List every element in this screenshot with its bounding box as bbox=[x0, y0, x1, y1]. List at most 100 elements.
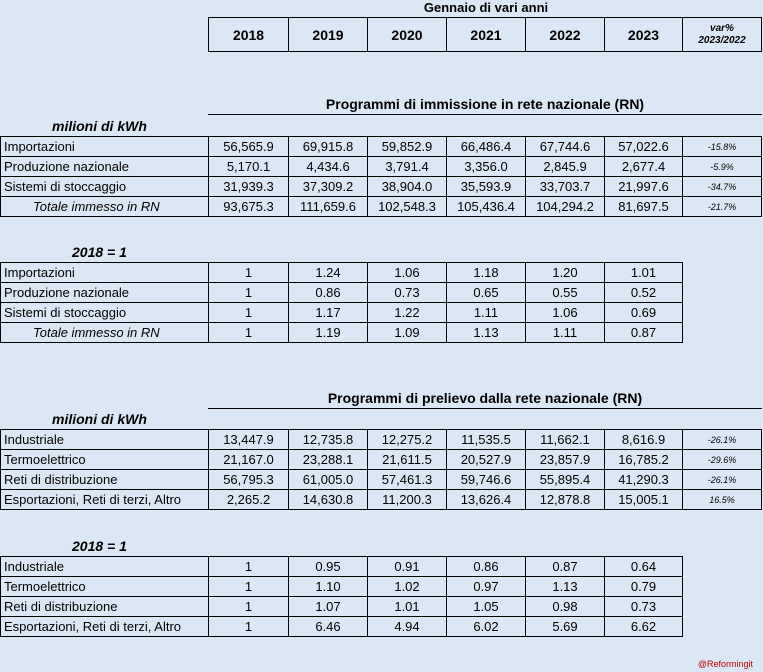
row-label: Esportazioni, Reti di terzi, Altro bbox=[0, 489, 209, 510]
cell-value: 1 bbox=[208, 596, 289, 617]
table-row: Termoelettrico 1 1.10 1.02 0.97 1.13 0.79 bbox=[0, 576, 683, 597]
row-label: Importazioni bbox=[0, 136, 209, 157]
cell-value: 0.55 bbox=[525, 282, 605, 303]
cell-value: 55,895.4 bbox=[525, 469, 605, 490]
cell-value: 3,791.4 bbox=[367, 156, 447, 177]
year-2021: 2021 bbox=[446, 17, 526, 52]
cell-value: 0.86 bbox=[446, 556, 526, 577]
cell-value: 11,200.3 bbox=[367, 489, 447, 510]
cell-value: 6.46 bbox=[288, 616, 368, 637]
cell-value: 13,447.9 bbox=[208, 429, 289, 450]
section1-unit: milioni di kWh bbox=[52, 118, 147, 134]
table-row: Industriale 1 0.95 0.91 0.86 0.87 0.64 bbox=[0, 556, 683, 577]
row-label: Reti di distribuzione bbox=[0, 596, 209, 617]
cell-value: 37,309.2 bbox=[288, 176, 368, 197]
table-row: Importazioni 1 1.24 1.06 1.18 1.20 1.01 bbox=[0, 262, 683, 283]
cell-value: 59,852.9 bbox=[367, 136, 447, 157]
cell-value: 1.19 bbox=[288, 322, 368, 343]
table-row: Esportazioni, Reti di terzi, Altro 2,265.… bbox=[0, 489, 762, 510]
cell-value: 21,611.5 bbox=[367, 449, 447, 470]
cell-value: 67,744.6 bbox=[525, 136, 605, 157]
year-2023: 2023 bbox=[604, 17, 683, 52]
cell-value: 2,677.4 bbox=[604, 156, 683, 177]
table-row: Termoelettrico 21,167.0 23,288.1 21,611.5 20… bbox=[0, 449, 762, 470]
cell-value: 1 bbox=[208, 302, 289, 323]
cell-value: 1 bbox=[208, 576, 289, 597]
cell-value: 1.13 bbox=[525, 576, 605, 597]
cell-value: 1.02 bbox=[367, 576, 447, 597]
cell-value: 11,535.5 bbox=[446, 429, 526, 450]
section2-index-table: Industriale 1 0.95 0.91 0.86 0.87 0.64 Termoele… bbox=[0, 556, 683, 637]
cell-value: 57,461.3 bbox=[367, 469, 447, 490]
cell-value: 2,845.9 bbox=[525, 156, 605, 177]
cell-value: 1.11 bbox=[525, 322, 605, 343]
cell-value: 1.01 bbox=[367, 596, 447, 617]
cell-value: 0.87 bbox=[604, 322, 683, 343]
cell-value: 1.06 bbox=[367, 262, 447, 283]
cell-value: 0.64 bbox=[604, 556, 683, 577]
cell-value: 0.73 bbox=[604, 596, 683, 617]
row-label: Reti di distribuzione bbox=[0, 469, 209, 490]
cell-value: 0.52 bbox=[604, 282, 683, 303]
cell-value: 23,857.9 bbox=[525, 449, 605, 470]
cell-value: 81,697.5 bbox=[604, 196, 683, 217]
row-label: Totale immesso in RN bbox=[0, 322, 209, 343]
cell-value: 93,675.3 bbox=[208, 196, 289, 217]
cell-value: 59,746.6 bbox=[446, 469, 526, 490]
year-2022: 2022 bbox=[525, 17, 605, 52]
cell-value: 33,703.7 bbox=[525, 176, 605, 197]
cell-value: 12,735.8 bbox=[288, 429, 368, 450]
cell-value: 2,265.2 bbox=[208, 489, 289, 510]
cell-value: 20,527.9 bbox=[446, 449, 526, 470]
cell-value: 23,288.1 bbox=[288, 449, 368, 470]
page-title: Gennaio di vari anni bbox=[423, 0, 549, 15]
table-row: Produzione nazionale 5,170.1 4,434.6 3,791.… bbox=[0, 156, 762, 177]
cell-value: 104,294.2 bbox=[525, 196, 605, 217]
cell-value: 1.11 bbox=[446, 302, 526, 323]
cell-value: 21,167.0 bbox=[208, 449, 289, 470]
cell-value: 16,785.2 bbox=[604, 449, 683, 470]
cell-value: 35,593.9 bbox=[446, 176, 526, 197]
cell-value: 31,939.3 bbox=[208, 176, 289, 197]
cell-var: -21.7% bbox=[682, 196, 762, 217]
year-2020: 2020 bbox=[367, 17, 447, 52]
cell-value: 1 bbox=[208, 282, 289, 303]
table-row: Sistemi di stoccaggio 1 1.17 1.22 1.11 1.06 0.… bbox=[0, 302, 683, 323]
row-label: Sistemi di stoccaggio bbox=[0, 302, 209, 323]
cell-value: 1.06 bbox=[525, 302, 605, 323]
cell-value: 5,170.1 bbox=[208, 156, 289, 177]
cell-value: 3,356.0 bbox=[446, 156, 526, 177]
cell-value: 1 bbox=[208, 262, 289, 283]
var-header: var% 2023/2022 bbox=[682, 17, 762, 52]
cell-var: -26.1% bbox=[682, 469, 762, 490]
cell-value: 1 bbox=[208, 616, 289, 637]
cell-value: 0.97 bbox=[446, 576, 526, 597]
cell-value: 102,548.3 bbox=[367, 196, 447, 217]
cell-value: 0.79 bbox=[604, 576, 683, 597]
row-label: Termoelettrico bbox=[0, 449, 209, 470]
cell-value: 0.98 bbox=[525, 596, 605, 617]
cell-var: -29.6% bbox=[682, 449, 762, 470]
cell-value: 105,436.4 bbox=[446, 196, 526, 217]
cell-value: 4,434.6 bbox=[288, 156, 368, 177]
cell-var: -34.7% bbox=[682, 176, 762, 197]
section1-table: Importazioni 56,565.9 69,915.8 59,852.9 66,4… bbox=[0, 136, 762, 217]
year-2018: 2018 bbox=[208, 17, 289, 52]
cell-value: 69,915.8 bbox=[288, 136, 368, 157]
cell-value: 0.65 bbox=[446, 282, 526, 303]
section2-unit: milioni di kWh bbox=[52, 411, 147, 427]
table-row: Reti di distribuzione 56,795.3 61,005.0 57,… bbox=[0, 469, 762, 490]
cell-value: 1.09 bbox=[367, 322, 447, 343]
cell-value: 0.87 bbox=[525, 556, 605, 577]
year-2019: 2019 bbox=[288, 17, 368, 52]
cell-value: 61,005.0 bbox=[288, 469, 368, 490]
table-row: Importazioni 56,565.9 69,915.8 59,852.9 66,4… bbox=[0, 136, 762, 157]
cell-value: 1.01 bbox=[604, 262, 683, 283]
row-label: Esportazioni, Reti di terzi, Altro bbox=[0, 616, 209, 637]
cell-value: 1 bbox=[208, 322, 289, 343]
row-label: Termoelettrico bbox=[0, 576, 209, 597]
table-row: Totale immesso in RN 1 1.19 1.09 1.13 1.11 0.8… bbox=[0, 322, 683, 343]
cell-value: 5.69 bbox=[525, 616, 605, 637]
row-label: Produzione nazionale bbox=[0, 282, 209, 303]
table-row: Sistemi di stoccaggio 31,939.3 37,309.2 38,… bbox=[0, 176, 762, 197]
